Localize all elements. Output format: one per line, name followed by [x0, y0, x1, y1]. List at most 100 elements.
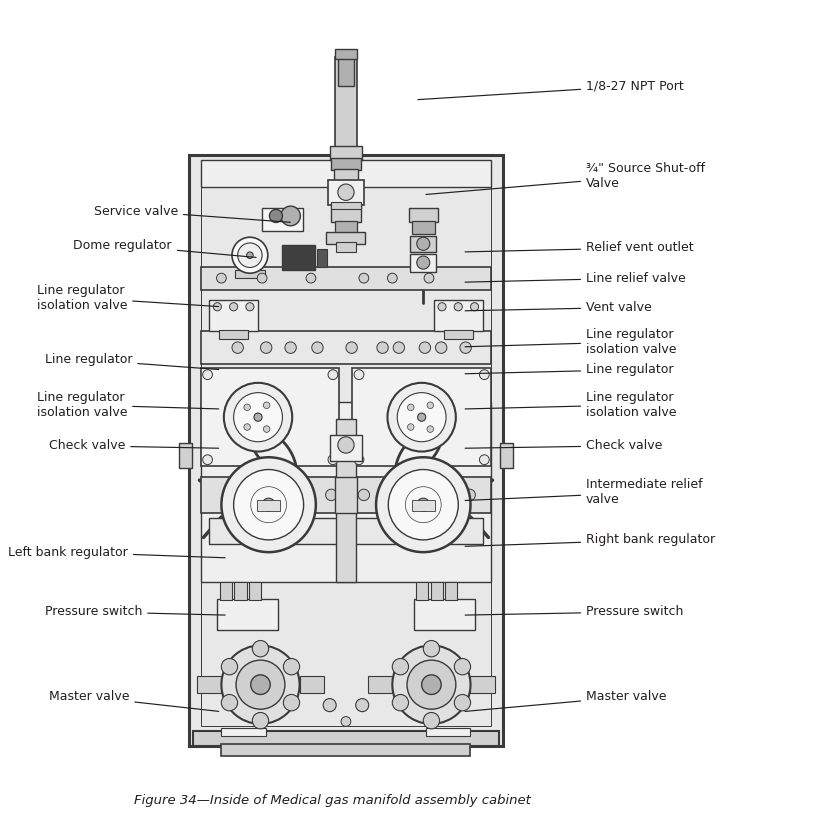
Circle shape	[328, 370, 338, 380]
Circle shape	[238, 243, 262, 267]
Text: Line regulator
isolation valve: Line regulator isolation valve	[37, 284, 219, 312]
Bar	[336, 419, 356, 582]
Bar	[368, 676, 392, 693]
Bar	[352, 368, 491, 466]
Bar	[330, 435, 362, 461]
Circle shape	[221, 694, 238, 711]
Bar	[221, 728, 266, 736]
Circle shape	[354, 370, 364, 380]
Circle shape	[359, 273, 369, 283]
Bar	[249, 582, 261, 600]
Bar	[300, 676, 324, 693]
Text: Pressure switch: Pressure switch	[45, 605, 225, 618]
Bar	[179, 443, 192, 468]
Text: Right bank regulator: Right bank regulator	[465, 533, 716, 546]
Circle shape	[358, 489, 370, 501]
Circle shape	[393, 342, 405, 353]
Bar	[189, 155, 503, 746]
Circle shape	[247, 252, 253, 258]
Circle shape	[283, 694, 300, 711]
Bar	[201, 267, 491, 290]
Circle shape	[419, 342, 431, 353]
Bar	[193, 731, 499, 746]
Circle shape	[409, 489, 421, 501]
Circle shape	[464, 489, 475, 501]
Circle shape	[338, 184, 354, 200]
Circle shape	[417, 498, 430, 511]
Bar	[234, 582, 247, 600]
Circle shape	[269, 209, 282, 222]
Circle shape	[228, 489, 239, 501]
Bar	[416, 582, 428, 600]
Bar	[410, 236, 436, 252]
Bar	[412, 221, 435, 234]
Circle shape	[422, 675, 441, 694]
Text: Line regulator: Line regulator	[465, 363, 673, 376]
Bar	[336, 242, 356, 252]
Bar	[201, 160, 491, 187]
Circle shape	[424, 273, 434, 283]
Circle shape	[427, 426, 434, 433]
Text: Check valve: Check valve	[465, 439, 663, 452]
Text: Master valve: Master valve	[49, 690, 219, 712]
Circle shape	[341, 717, 351, 726]
Circle shape	[356, 699, 369, 712]
Circle shape	[470, 303, 479, 311]
Bar	[330, 146, 362, 160]
Bar	[331, 203, 361, 222]
Text: Dome regulator: Dome regulator	[73, 239, 256, 258]
Bar	[335, 57, 357, 155]
Circle shape	[203, 455, 212, 465]
Circle shape	[388, 470, 458, 540]
Bar	[328, 180, 364, 204]
Bar	[326, 232, 365, 244]
Circle shape	[328, 455, 338, 465]
Circle shape	[312, 342, 323, 353]
Circle shape	[232, 237, 268, 273]
Circle shape	[221, 457, 316, 552]
Circle shape	[252, 640, 269, 657]
Bar	[282, 245, 315, 270]
Circle shape	[338, 437, 354, 453]
Circle shape	[392, 645, 470, 724]
Bar	[331, 158, 361, 170]
Bar	[500, 443, 513, 468]
Bar	[470, 676, 495, 693]
Circle shape	[234, 393, 282, 442]
Text: Master valve: Master valve	[465, 690, 667, 712]
Bar	[201, 168, 491, 726]
Circle shape	[230, 303, 238, 311]
Bar	[431, 582, 443, 600]
Bar	[235, 270, 265, 278]
Text: Line regulator
isolation valve: Line regulator isolation valve	[37, 391, 219, 419]
Text: Relief vent outlet: Relief vent outlet	[465, 241, 694, 254]
Text: Pressure switch: Pressure switch	[465, 605, 684, 618]
Circle shape	[217, 273, 226, 283]
Circle shape	[260, 489, 272, 501]
Text: 1/8-27 NPT Port: 1/8-27 NPT Port	[418, 79, 684, 100]
Circle shape	[423, 640, 440, 657]
Circle shape	[264, 402, 270, 408]
Circle shape	[387, 383, 456, 452]
Circle shape	[423, 712, 440, 729]
Text: Line relief valve: Line relief valve	[465, 272, 686, 285]
Circle shape	[234, 470, 304, 540]
Bar	[197, 676, 221, 693]
Circle shape	[479, 455, 489, 465]
Circle shape	[407, 660, 456, 709]
Circle shape	[385, 489, 396, 501]
Circle shape	[221, 645, 300, 724]
Bar	[434, 300, 483, 331]
Circle shape	[260, 342, 272, 353]
Circle shape	[252, 712, 269, 729]
Bar	[221, 744, 470, 756]
Circle shape	[213, 303, 221, 311]
Bar	[335, 477, 357, 513]
Bar	[219, 330, 248, 339]
Bar	[426, 728, 470, 736]
Bar	[262, 208, 303, 231]
Bar	[338, 55, 354, 86]
Bar	[331, 202, 361, 209]
Text: Service valve: Service valve	[94, 204, 291, 222]
Circle shape	[427, 402, 434, 408]
